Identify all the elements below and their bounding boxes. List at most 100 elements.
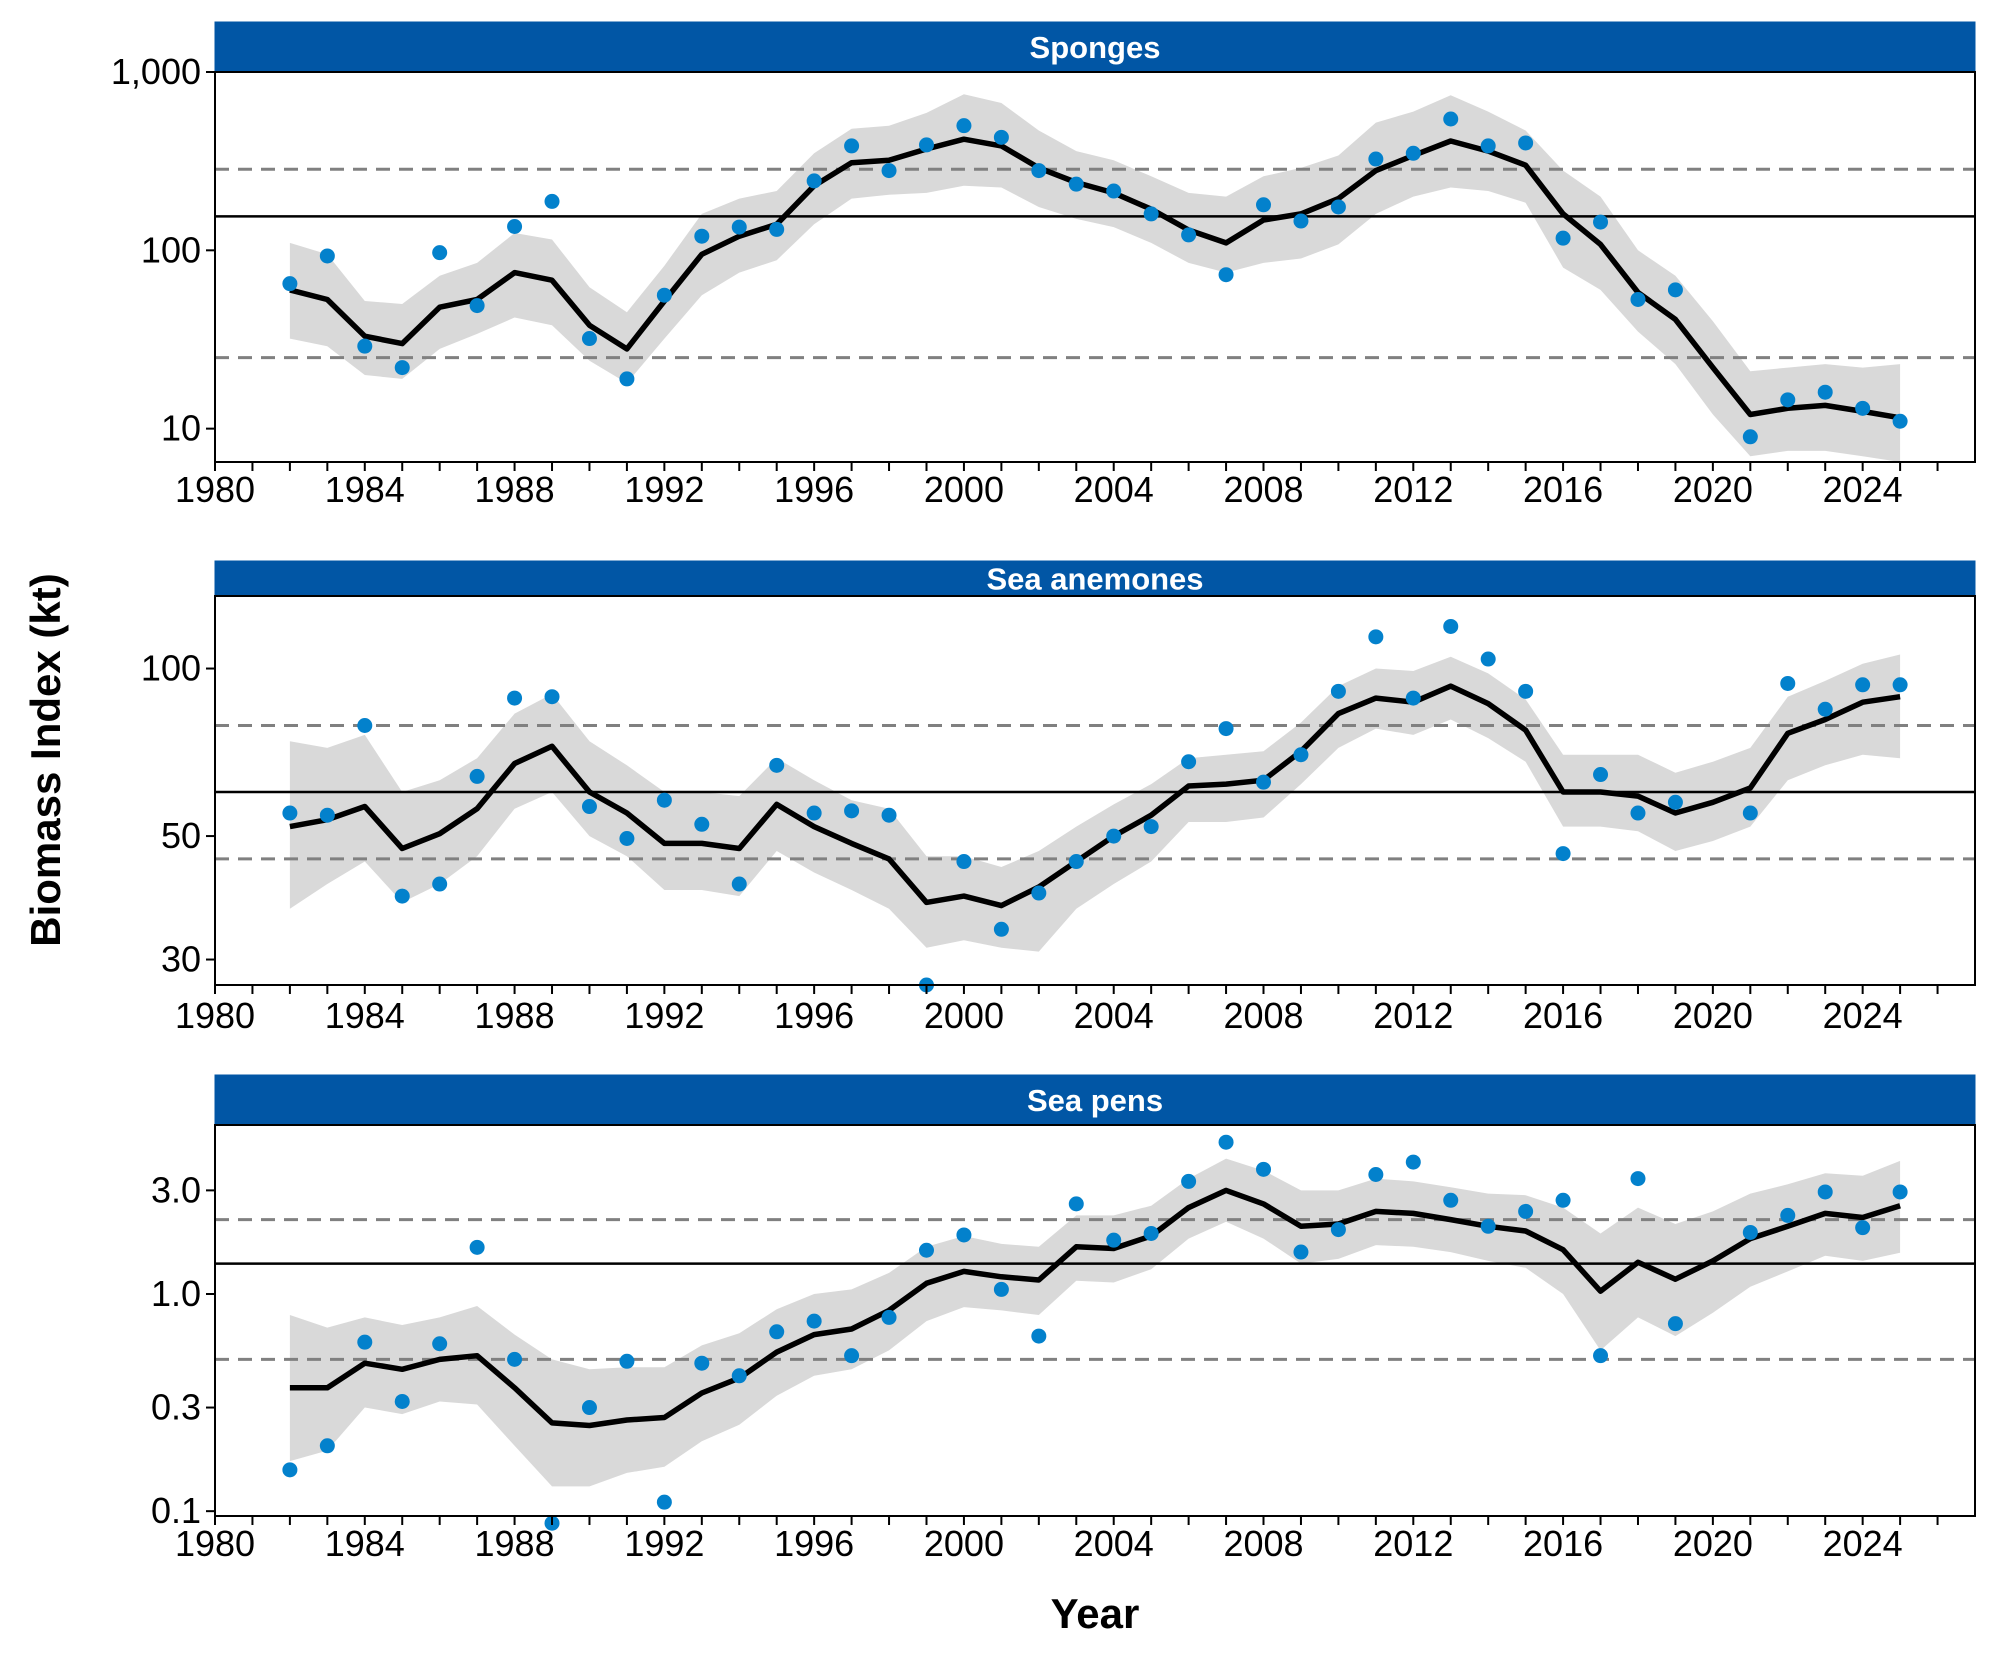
data-point	[731, 1368, 747, 1384]
data-point	[1593, 214, 1609, 230]
y-tick-label: 0.3	[151, 1387, 201, 1428]
x-tick-label: 2000	[924, 469, 1004, 510]
data-point	[394, 360, 410, 376]
data-point	[319, 807, 335, 823]
confidence-band	[289, 94, 1901, 462]
data-point	[1068, 176, 1084, 192]
data-point	[769, 1324, 785, 1340]
trend-line	[289, 136, 1901, 421]
data-point	[282, 276, 298, 292]
data-point	[956, 1227, 972, 1243]
data-point	[844, 1348, 860, 1364]
x-tick-label: 2016	[1523, 1523, 1603, 1564]
data-point	[1630, 1171, 1646, 1187]
data-point	[1593, 1348, 1609, 1364]
x-tick-label: 1996	[774, 1523, 854, 1564]
data-point	[544, 689, 560, 705]
x-tick-label: 1980	[175, 1523, 255, 1564]
data-point	[507, 1351, 523, 1367]
data-point	[656, 287, 672, 303]
data-point	[844, 138, 860, 154]
data-point	[1518, 683, 1534, 699]
data-point	[1106, 828, 1122, 844]
data-point	[1480, 651, 1496, 667]
y-tick-label: 3.0	[151, 1169, 201, 1210]
data-point	[1368, 1166, 1384, 1182]
observations	[282, 618, 1908, 993]
x-tick-label: 2004	[1074, 1523, 1154, 1564]
plot-area	[215, 94, 1975, 462]
data-point	[1742, 1224, 1758, 1240]
x-tick-label: 1992	[624, 1523, 704, 1564]
data-point	[1330, 683, 1346, 699]
y-tick-label: 100	[141, 229, 201, 270]
data-point	[1405, 690, 1421, 706]
x-tick-label: 1992	[624, 469, 704, 510]
y-tick-label: 10	[161, 408, 201, 449]
data-point	[1892, 1184, 1908, 1200]
x-tick-label: 2016	[1523, 469, 1603, 510]
data-point	[656, 792, 672, 808]
data-point	[844, 803, 860, 819]
x-axis-title: Year	[1051, 1590, 1140, 1637]
data-point	[1742, 429, 1758, 445]
x-tick-label: 1988	[475, 1523, 555, 1564]
x-tick-label: 2024	[1823, 995, 1903, 1036]
data-point	[1667, 1316, 1683, 1332]
data-point	[1181, 754, 1197, 770]
panel-title: Sea anemones	[986, 562, 1203, 597]
data-point	[469, 768, 485, 784]
data-point	[881, 807, 897, 823]
data-point	[1106, 1232, 1122, 1248]
data-point	[1330, 199, 1346, 215]
x-tick-label: 2016	[1523, 995, 1603, 1036]
data-point	[507, 219, 523, 235]
data-point	[1593, 767, 1609, 783]
observations	[282, 1134, 1908, 1531]
panel-border	[214, 71, 1976, 463]
data-point	[581, 1400, 597, 1416]
y-tick-label: 1,000	[111, 51, 201, 92]
data-point	[581, 331, 597, 347]
data-point	[1293, 213, 1309, 229]
data-point	[1031, 163, 1047, 179]
x-tick-label: 2012	[1373, 1523, 1453, 1564]
data-point	[1293, 1244, 1309, 1260]
x-tick-label: 1996	[774, 995, 854, 1036]
data-point	[1817, 384, 1833, 400]
x-tick-label: 2000	[924, 995, 1004, 1036]
data-point	[1143, 1225, 1159, 1241]
x-tick-label: 1984	[325, 995, 405, 1036]
x-tick-label: 2008	[1223, 469, 1303, 510]
data-point	[469, 298, 485, 314]
data-point	[1256, 1161, 1272, 1177]
data-point	[1443, 1192, 1459, 1208]
data-point	[1181, 1173, 1197, 1189]
data-point	[1555, 1192, 1571, 1208]
data-point	[1518, 135, 1534, 151]
x-tick-label: 2020	[1673, 995, 1753, 1036]
data-point	[319, 248, 335, 264]
x-tick-label: 1988	[475, 995, 555, 1036]
x-tick-label: 1980	[175, 469, 255, 510]
data-point	[619, 830, 635, 846]
x-tick-label: 2000	[924, 1523, 1004, 1564]
data-point	[694, 1355, 710, 1371]
data-point	[993, 129, 1009, 145]
data-point	[1405, 145, 1421, 161]
plot-area	[215, 654, 1975, 952]
x-tick-label: 1984	[325, 469, 405, 510]
data-point	[1256, 197, 1272, 213]
data-point	[993, 1281, 1009, 1297]
data-point	[1106, 183, 1122, 199]
data-point	[1068, 854, 1084, 870]
data-point	[1892, 677, 1908, 693]
data-point	[357, 338, 373, 354]
data-point	[918, 137, 934, 153]
data-point	[1780, 1207, 1796, 1223]
data-point	[1780, 392, 1796, 408]
data-point	[282, 1462, 298, 1478]
x-tick-label: 2008	[1223, 995, 1303, 1036]
